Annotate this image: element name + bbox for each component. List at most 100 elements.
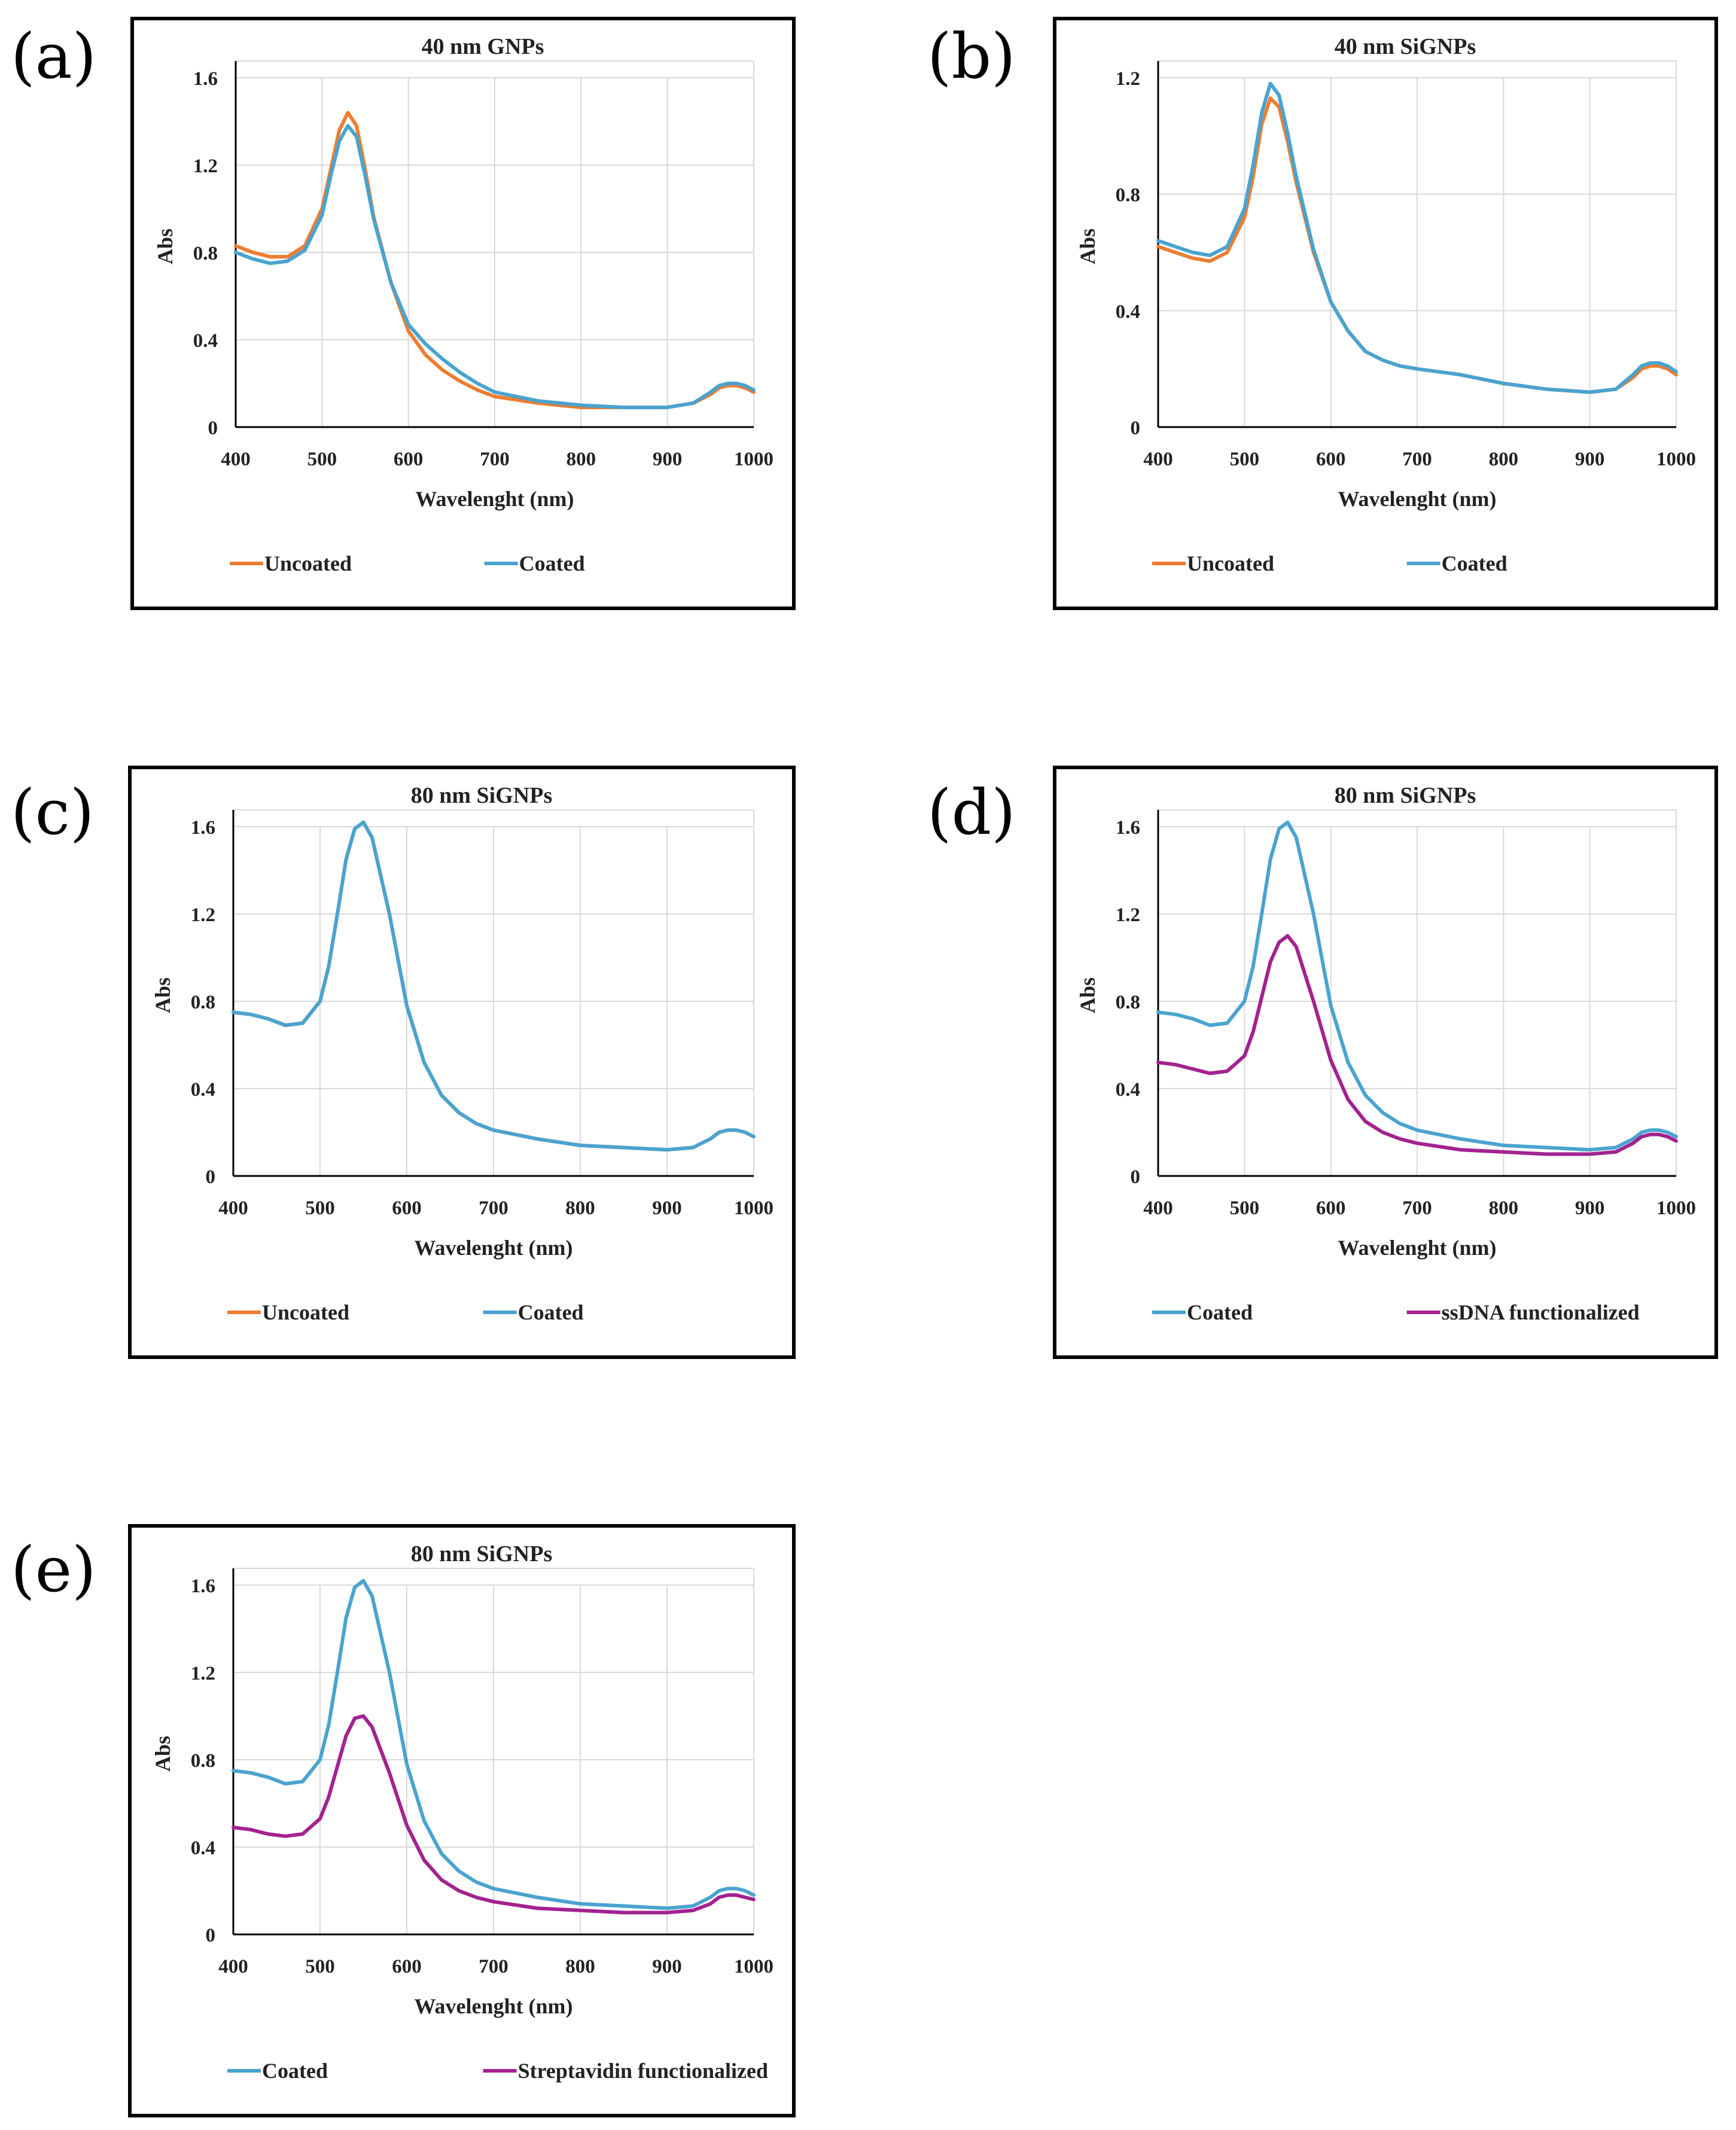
x-tick-label: 500 xyxy=(305,1956,335,1977)
x-tick-label: 900 xyxy=(652,1956,682,1977)
series-line-coated xyxy=(1156,820,1678,1152)
legend-label: Streptavidin functionalized xyxy=(518,2059,768,2083)
chart-title: 80 nm SiGNPs xyxy=(411,1541,552,1567)
x-tick-label: 800 xyxy=(1489,1197,1519,1219)
y-tick-label: 1.6 xyxy=(191,817,215,839)
series-line-coated xyxy=(232,820,756,1152)
x-tick-label: 700 xyxy=(480,449,510,470)
y-tick-label: 0.4 xyxy=(1116,301,1140,322)
y-tick-label: 1.6 xyxy=(1116,817,1140,839)
x-tick-label: 700 xyxy=(479,1197,508,1219)
x-axis-label: Wavelenght (nm) xyxy=(415,1994,573,2018)
chart-panel-e: 80 nm SiGNPs 400 500 600 700 800 900 1000 0 0.4 0.… xyxy=(128,1524,796,2117)
panel-label-d: (d) xyxy=(927,776,1016,849)
chart-d-svg: 80 nm SiGNPs 400 500 600 700 800 900 1000 0 0.4 0.… xyxy=(1076,783,1696,1324)
y-tick-label: 0.4 xyxy=(193,330,218,352)
y-tick-label: 0.4 xyxy=(191,1079,215,1101)
chart-panel-a: 40 nm GNPs 400 500 600 700 800 900 1000 0 0.4 0.8 1… xyxy=(130,17,796,610)
series-line-ssdna-functionalized xyxy=(1156,934,1678,1156)
x-tick-label: 800 xyxy=(1489,449,1519,470)
legend-label: Uncoated xyxy=(1187,551,1274,575)
series-line-coated xyxy=(232,1579,756,1910)
chart-panel-b: 40 nm SiGNPs 400 500 600 700 800 900 1000 0 0.4 0.… xyxy=(1053,17,1718,610)
x-tick-label: 800 xyxy=(565,1956,595,1977)
x-tick-label: 700 xyxy=(479,1956,508,1977)
x-tick-label: 400 xyxy=(218,1197,248,1219)
panel-label-b: (b) xyxy=(927,20,1016,93)
x-axis-label: Wavelenght (nm) xyxy=(416,487,574,511)
chart-e-svg: 80 nm SiGNPs 400 500 600 700 800 900 1000 0 0.4 0.… xyxy=(151,1541,773,2083)
y-tick-label: 0 xyxy=(1131,418,1141,439)
x-tick-label: 1000 xyxy=(734,1956,773,1977)
x-tick-label: 400 xyxy=(1143,1197,1173,1219)
y-tick-label: 1.2 xyxy=(191,1663,215,1684)
y-tick-label: 0.8 xyxy=(1116,185,1140,206)
y-tick-label: 0 xyxy=(206,1166,216,1188)
y-axis-label: Abs xyxy=(151,977,175,1013)
series-line-coated xyxy=(234,124,756,410)
y-axis-label: Abs xyxy=(153,228,177,264)
x-tick-label: 600 xyxy=(392,1197,422,1219)
x-tick-label: 600 xyxy=(392,1956,422,1977)
x-tick-label: 1000 xyxy=(734,449,773,470)
x-tick-label: 500 xyxy=(307,449,337,470)
chart-title: 80 nm SiGNPs xyxy=(1335,783,1476,808)
series-line-coated xyxy=(1156,81,1678,394)
x-tick-label: 400 xyxy=(218,1956,248,1977)
x-tick-label: 1000 xyxy=(1656,1197,1696,1219)
panel-label-c: (c) xyxy=(11,776,95,849)
series-line-streptavidin-functionalized xyxy=(232,1714,756,1915)
x-tick-label: 800 xyxy=(567,449,596,470)
chart-c-svg: 80 nm SiGNPs 400 500 600 700 800 900 1000 0 0.4 0.… xyxy=(151,783,773,1324)
x-tick-label: 500 xyxy=(1230,1197,1260,1219)
x-tick-label: 1000 xyxy=(1656,449,1696,470)
x-tick-label: 800 xyxy=(565,1197,595,1219)
y-tick-label: 1.2 xyxy=(193,156,218,177)
panel-label-a: (a) xyxy=(11,20,97,93)
x-axis-label: Wavelenght (nm) xyxy=(1338,1236,1497,1260)
y-tick-label: 1.2 xyxy=(1116,68,1140,90)
legend-label: Coated xyxy=(518,1300,584,1324)
x-tick-label: 1000 xyxy=(734,1197,773,1219)
chart-title: 40 nm GNPs xyxy=(422,34,544,59)
y-tick-label: 0.4 xyxy=(191,1838,215,1859)
x-axis-label: Wavelenght (nm) xyxy=(415,1236,573,1260)
x-tick-label: 600 xyxy=(394,449,424,470)
y-tick-label: 0 xyxy=(206,1925,216,1946)
legend-label: ssDNA functionalized xyxy=(1442,1300,1640,1324)
x-tick-label: 500 xyxy=(305,1197,335,1219)
y-tick-label: 0.8 xyxy=(1116,992,1140,1013)
chart-title: 40 nm SiGNPs xyxy=(1335,34,1476,59)
x-tick-label: 400 xyxy=(1143,449,1173,470)
chart-panel-d: 80 nm SiGNPs 400 500 600 700 800 900 1000 0 0.4 0.… xyxy=(1053,766,1718,1359)
x-tick-label: 900 xyxy=(652,1197,682,1219)
x-tick-label: 700 xyxy=(1402,1197,1432,1219)
legend-label: Coated xyxy=(262,2059,328,2083)
y-tick-label: 1.2 xyxy=(1116,904,1140,926)
y-tick-label: 0.8 xyxy=(193,243,218,264)
legend-label: Uncoated xyxy=(262,1300,349,1324)
x-tick-label: 600 xyxy=(1316,449,1346,470)
legend-label: Uncoated xyxy=(264,551,352,575)
panel-label-e: (e) xyxy=(11,1533,96,1606)
y-tick-label: 0 xyxy=(208,418,218,439)
x-tick-label: 400 xyxy=(221,449,251,470)
legend-label: Coated xyxy=(1442,551,1507,575)
y-axis-label: Abs xyxy=(151,1736,175,1772)
y-axis-label: Abs xyxy=(1076,228,1100,264)
x-tick-label: 900 xyxy=(1575,1197,1605,1219)
y-tick-label: 0.8 xyxy=(191,992,215,1013)
x-tick-label: 700 xyxy=(1402,449,1432,470)
y-tick-label: 0 xyxy=(1131,1166,1141,1188)
x-tick-label: 500 xyxy=(1230,449,1260,470)
y-tick-label: 0.8 xyxy=(191,1750,215,1772)
chart-panel-c: 80 nm SiGNPs 400 500 600 700 800 900 1000 0 0.4 0.… xyxy=(128,766,796,1359)
y-tick-label: 1.2 xyxy=(191,904,215,926)
y-axis-label: Abs xyxy=(1076,977,1100,1013)
y-tick-label: 1.6 xyxy=(191,1576,215,1597)
y-tick-label: 1.6 xyxy=(193,68,218,90)
legend-label: Coated xyxy=(1187,1300,1253,1324)
chart-title: 80 nm SiGNPs xyxy=(411,783,552,808)
x-tick-label: 900 xyxy=(1575,449,1605,470)
y-tick-label: 0.4 xyxy=(1116,1079,1140,1101)
